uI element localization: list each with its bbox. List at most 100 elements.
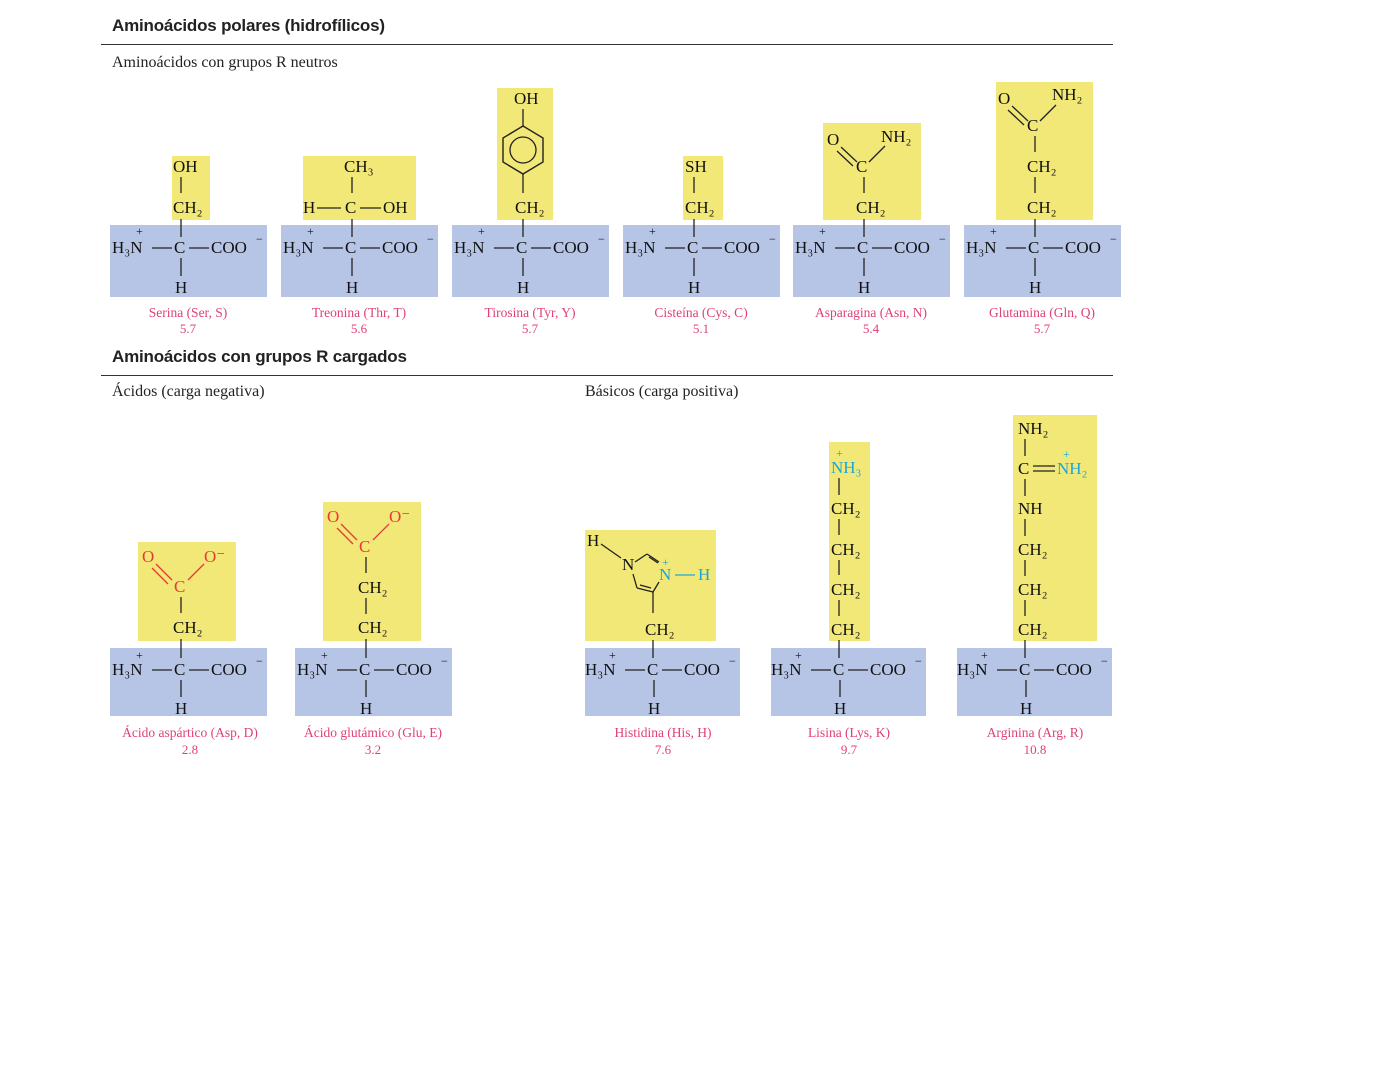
svg-text:CH₂: CH₂ [1027,157,1057,176]
amino-acid-glutamine: O NH₂ C CH₂ CH₂ + H₃N C COO − H Glutamin… [964,80,1124,336]
svg-text:C: C [359,660,370,679]
atom-label: OH [173,157,198,176]
svg-text:H₃N: H₃N [454,238,484,257]
svg-text:+: + [981,648,988,662]
svg-text:+: + [321,648,328,662]
svg-text:+: + [307,224,314,238]
isoelectric-point: 7.6 [654,742,672,757]
amino-acid-histidine: H N N + H CH₂ + H₃N C COO − H Histidina … [583,500,743,757]
svg-text:CH₂: CH₂ [856,198,886,217]
svg-text:+: + [136,648,143,662]
svg-text:C: C [857,238,868,257]
svg-text:COO: COO [1056,660,1092,679]
backbone-highlight [452,225,609,297]
svg-text:CH₂: CH₂ [515,198,545,217]
glutamic-acid-structure: O O⁻ C CH₂ CH₂ + H₃N C COO − H [295,502,452,718]
isoelectric-point: 5.1 [692,321,710,336]
svg-text:CH₂: CH₂ [1027,198,1057,217]
side-chain-highlight [323,502,421,641]
neutral-subtitle: Aminoácidos con grupos R neutros [112,54,338,71]
asparagine-structure: O NH₂ C CH₂ + H₃N C COO − H [793,123,950,297]
isoelectric-point: 5.7 [179,321,197,336]
svg-text:COO: COO [1065,238,1101,257]
lysine-structure: + NH₃ CH₂ CH₂ CH₂ CH₂ + H₃N C COO − H [771,442,926,718]
svg-text:O: O [327,507,339,526]
basic-subtitle: Básicos (carga positiva) [585,383,739,400]
backbone-highlight [771,648,926,716]
svg-text:COO: COO [211,660,247,679]
svg-text:COO: COO [382,238,418,257]
svg-text:H: H [688,278,700,297]
svg-text:H: H [648,699,660,718]
acidic-subtitle: Ácidos (carga negativa) [112,383,265,400]
svg-text:O: O [142,547,154,566]
svg-text:COO: COO [396,660,432,679]
section-divider [101,375,1113,376]
polar-section-title: Aminoácidos polares (hidrofílicos) [112,16,385,35]
svg-text:H: H [834,699,846,718]
svg-text:−: − [1110,232,1117,246]
backbone: + H₃N C COO − H [112,648,263,718]
svg-text:CH₂: CH₂ [645,620,675,639]
backbone: + H₃N C COO − H [771,648,922,718]
svg-text:H: H [175,278,187,297]
svg-text:CH₂: CH₂ [831,540,861,559]
svg-text:N: N [622,555,634,574]
svg-text:−: − [729,654,736,668]
amino-acid-asparagine: O NH₂ C CH₂ + H₃N C COO − H Asparagina (… [793,80,953,336]
svg-text:C: C [345,198,356,217]
side-chain-highlight [172,156,210,220]
svg-text:OH: OH [514,89,539,108]
backbone-highlight [295,648,452,716]
svg-text:C: C [174,660,185,679]
charged-section-title: Aminoácidos con grupos R cargados [112,347,407,366]
svg-text:COO: COO [553,238,589,257]
svg-text:CH₂: CH₂ [358,618,388,637]
svg-text:CH₂: CH₂ [831,580,861,599]
amino-acid-cysteine: SH CH₂ + H₃N C COO − H Cisteína (Cys, C)… [623,80,783,336]
svg-text:CH₂: CH₂ [685,198,715,217]
svg-text:O⁻: O⁻ [204,547,225,566]
svg-text:CH₂: CH₂ [1018,620,1048,639]
svg-text:COO: COO [870,660,906,679]
backbone-highlight [110,648,267,716]
svg-text:COO: COO [894,238,930,257]
isoelectric-point: 10.8 [1023,742,1047,757]
svg-text:−: − [256,232,263,246]
isoelectric-point: 5.4 [862,321,880,336]
svg-text:+: + [836,446,843,460]
svg-text:−: − [939,232,946,246]
svg-text:OH: OH [383,198,408,217]
svg-text:CH₂: CH₂ [173,618,203,637]
svg-text:H: H [360,699,372,718]
amino-acid-name: Ácido glutámico (Glu, E) [304,725,442,740]
backbone: + H₃N C COO − H [957,648,1108,718]
svg-text:−: − [915,654,922,668]
cysteine-structure: SH CH₂ + H₃N C COO − H [623,156,780,297]
svg-text:H: H [698,565,710,584]
atom-label: CH₂ [173,198,203,217]
svg-text:−: − [1101,654,1108,668]
svg-text:NH₂: NH₂ [1018,419,1048,438]
backbone: + H₃N C COO − H [297,648,448,718]
svg-text:O: O [827,130,839,149]
svg-text:C: C [856,157,867,176]
amino-acid-threonine: CH₃ H C OH + H₃N C COO − H Treonina (Thr… [281,80,441,336]
svg-text:H₃N: H₃N [795,238,825,257]
backbone-highlight [957,648,1112,716]
svg-text:C: C [174,577,185,596]
aspartic-acid-structure: O O⁻ C CH₂ + H₃N C COO − H [110,542,267,718]
backbone-highlight [281,225,438,297]
amino-acid-lysine: + NH₃ CH₂ CH₂ CH₂ CH₂ + H₃N C COO − H Li… [769,420,929,757]
amino-acid-name: Histidina (His, H) [614,725,712,740]
svg-text:N: N [659,565,671,584]
amino-acid-glutamic-acid: O O⁻ C CH₂ CH₂ + H₃N C COO − H Ácido glu… [295,500,455,757]
amino-acid-name: Cisteína (Cys, C) [654,305,748,320]
backbone-highlight [110,225,267,297]
section-divider [101,44,1113,45]
svg-text:COO: COO [684,660,720,679]
svg-text:+: + [662,555,669,569]
backbone: + H₃N C COO − H [112,224,263,297]
svg-text:H: H [175,699,187,718]
amino-acid-name: Glutamina (Gln, Q) [988,305,1096,320]
